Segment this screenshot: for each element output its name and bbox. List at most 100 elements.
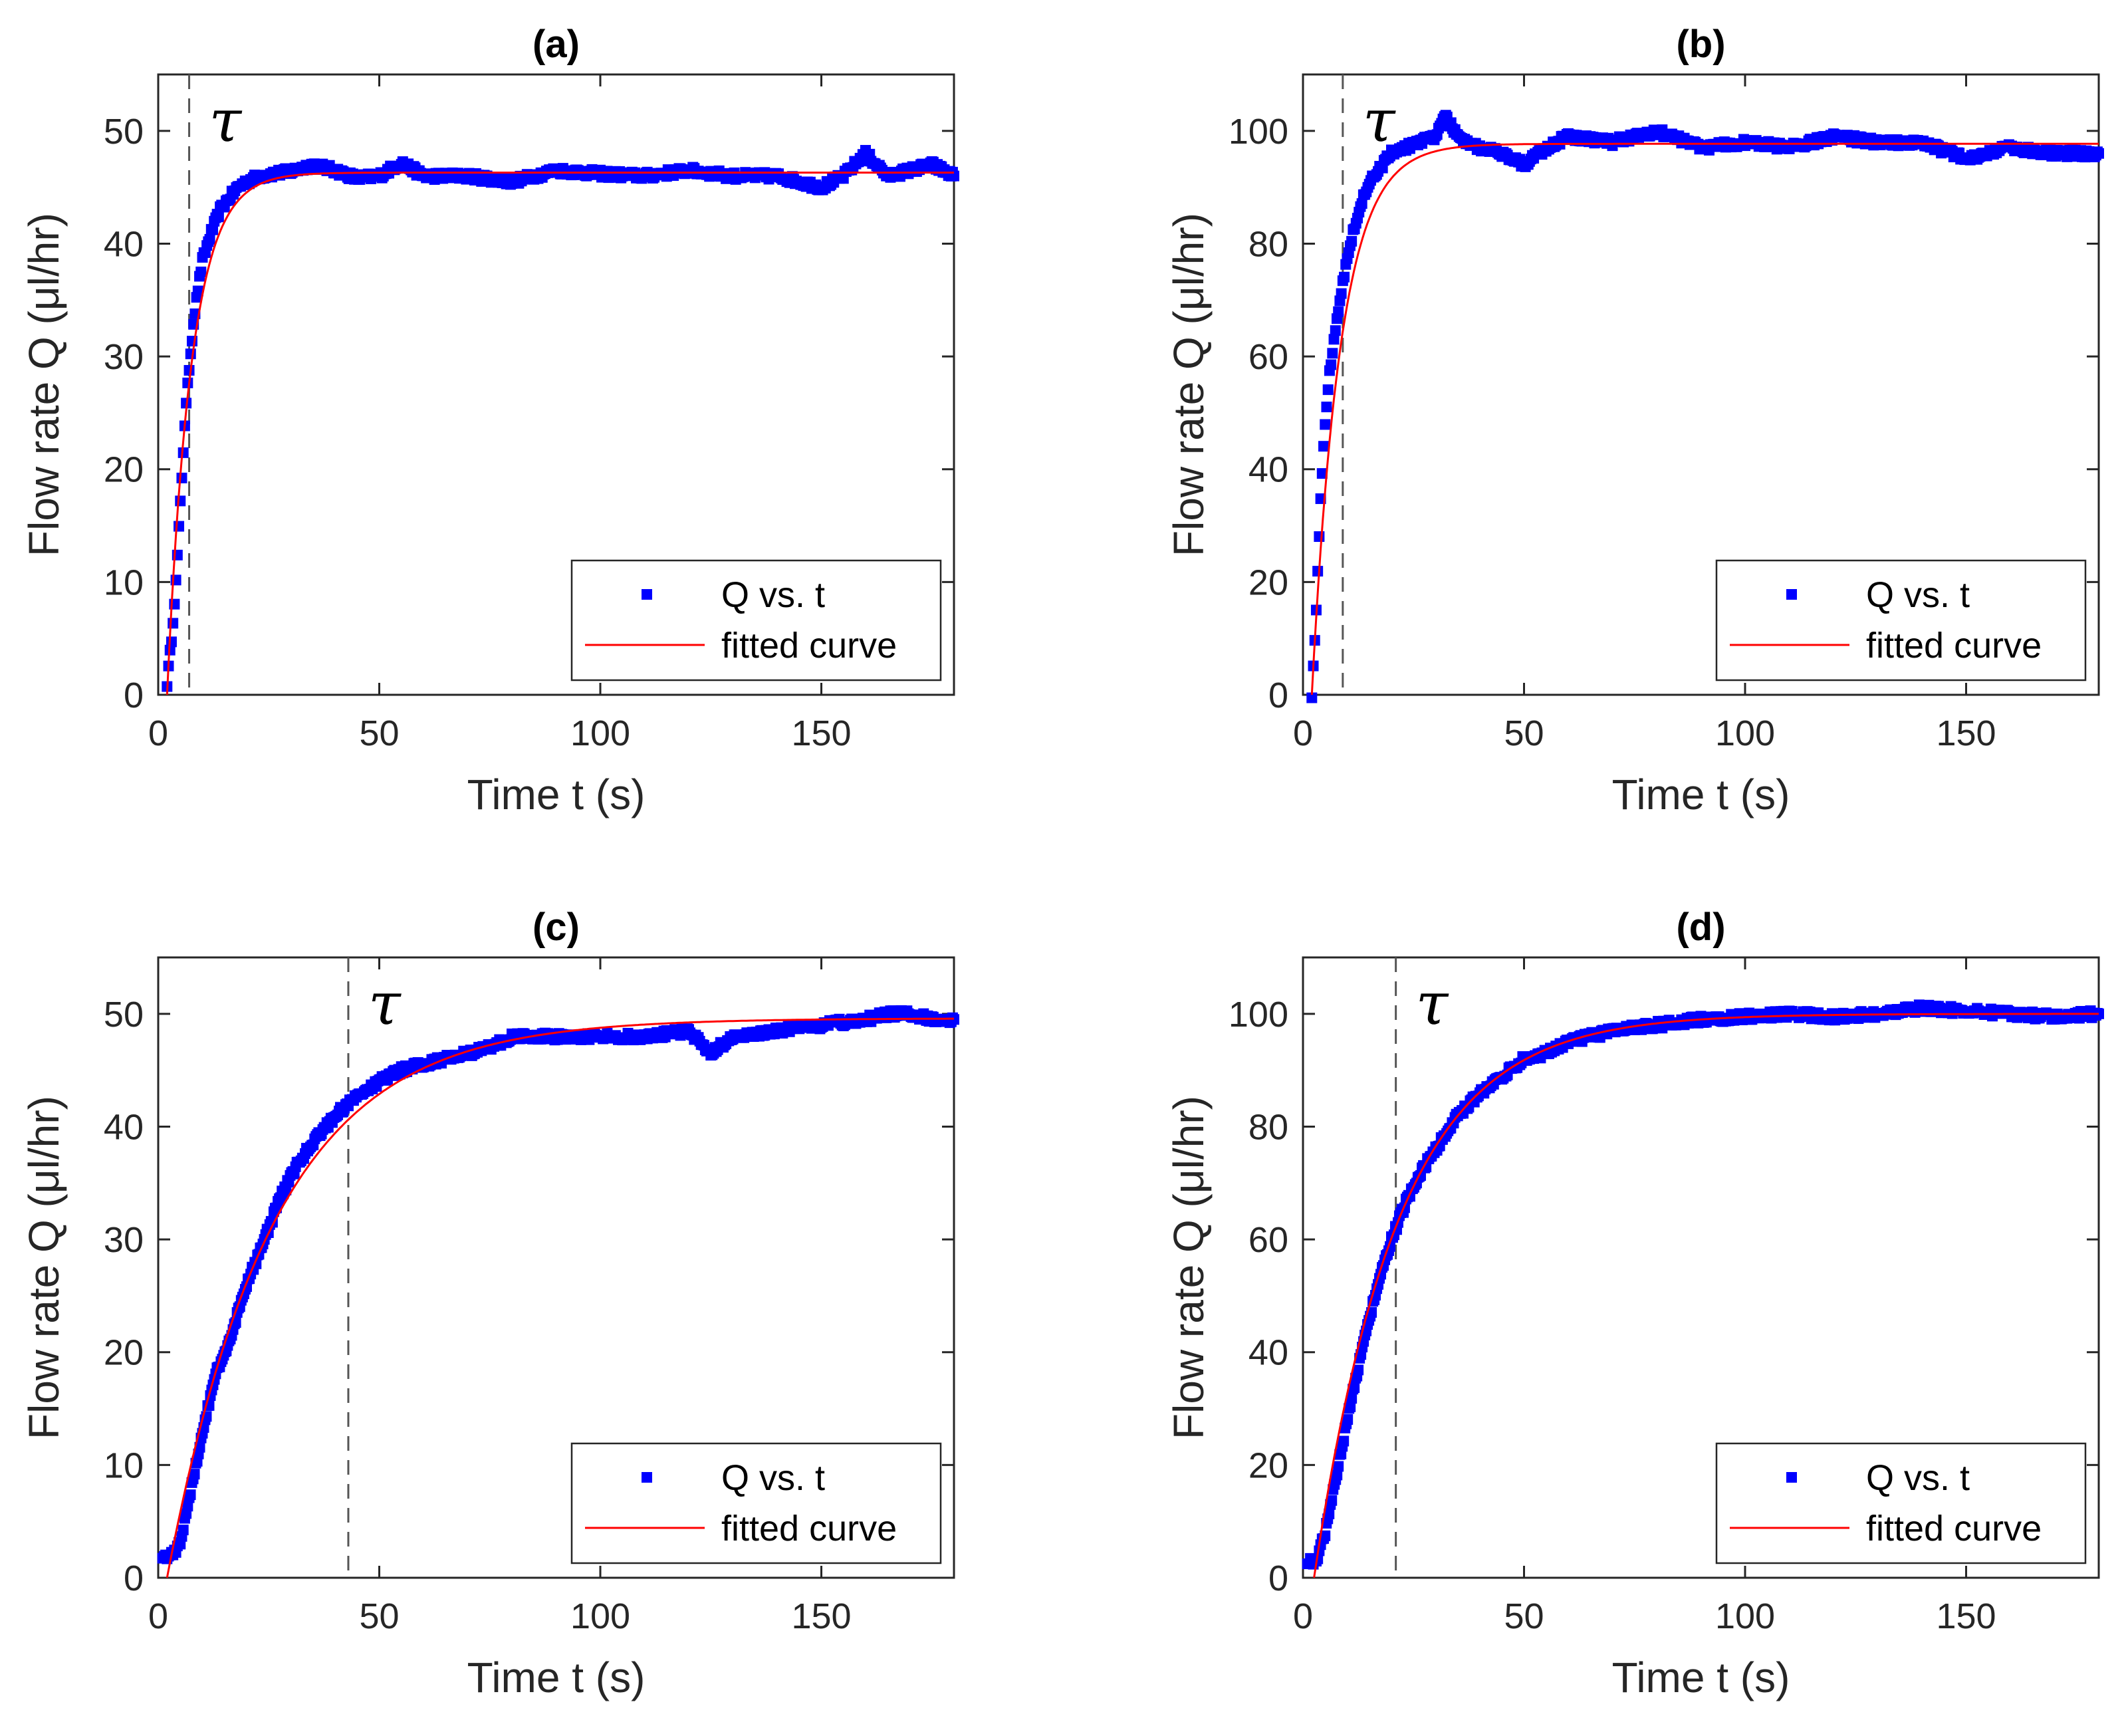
legend: Q vs. t fitted curve xyxy=(570,559,942,682)
y-axis-label: Flow rate Q (μl/hr) xyxy=(20,213,68,557)
y-axis-label: Flow rate Q (μl/hr) xyxy=(20,1096,68,1439)
x-tick-label: 150 xyxy=(1936,713,1996,753)
data-point xyxy=(1327,348,1338,359)
data-point xyxy=(2093,148,2104,159)
data-point xyxy=(168,618,179,629)
legend-marker-q-vs-t xyxy=(1786,589,1797,600)
chart-panel-a: (a) 0 50 100 150 0 10 20 30 40 50 Time t (s) Flow ra… xyxy=(20,23,959,818)
data-point xyxy=(166,636,177,648)
data-point xyxy=(195,266,207,277)
data-point xyxy=(1421,1162,1432,1173)
data-point xyxy=(183,364,195,376)
y-tick-label: 10 xyxy=(104,562,144,602)
data-point xyxy=(185,348,196,360)
data-point xyxy=(1316,468,1328,479)
data-point xyxy=(207,224,219,235)
y-tick-label: 0 xyxy=(1268,676,1288,715)
y-tick-label: 60 xyxy=(1248,1220,1288,1260)
x-tick-label: 0 xyxy=(1293,1596,1313,1636)
x-tick-label: 100 xyxy=(570,713,630,753)
data-point xyxy=(1342,1414,1354,1425)
panel-title: (b) xyxy=(1676,23,1725,66)
x-tick-label: 0 xyxy=(148,1596,168,1636)
y-tick-label: 20 xyxy=(1248,1445,1288,1485)
data-point xyxy=(1322,384,1334,396)
tau-label: τ xyxy=(368,969,402,1038)
legend-box xyxy=(570,1442,942,1564)
data-point xyxy=(1324,1508,1335,1519)
x-tick-label: 0 xyxy=(148,713,168,753)
y-tick-label: 30 xyxy=(104,337,144,377)
legend-box xyxy=(570,559,942,682)
legend-label-q-vs-t: Q vs. t xyxy=(1866,1458,1970,1498)
data-point xyxy=(1306,692,1318,703)
data-point xyxy=(185,1489,196,1501)
y-tick-label: 0 xyxy=(124,676,144,715)
data-point xyxy=(1326,359,1337,370)
y-tick-label: 80 xyxy=(1248,1107,1288,1147)
y-tick-label: 100 xyxy=(1229,112,1288,152)
x-tick-label: 150 xyxy=(791,713,851,753)
data-point xyxy=(1332,1469,1343,1481)
data-point xyxy=(1353,1364,1364,1376)
panel-title: (a) xyxy=(532,23,580,66)
panel-title: (d) xyxy=(1676,906,1725,949)
data-point xyxy=(192,285,203,297)
chart-panel-c: (c) 0 50 100 150 0 10 20 30 40 50 Time t (s) Flow ra… xyxy=(20,906,959,1701)
plot-frame xyxy=(157,73,955,696)
x-axis-label: Time t (s) xyxy=(1612,771,1790,818)
data-series-q-vs-t xyxy=(1306,110,2104,703)
legend-box xyxy=(1715,1442,2087,1564)
y-tick-label: 0 xyxy=(124,1558,144,1598)
y-tick-label: 40 xyxy=(104,224,144,264)
x-tick-label: 100 xyxy=(1715,1596,1775,1636)
plot-frame xyxy=(1302,73,2100,696)
data-point xyxy=(189,1469,200,1480)
legend-label-fitted-curve: fitted curve xyxy=(721,1509,897,1549)
data-point xyxy=(1318,441,1330,452)
x-axis-label: Time t (s) xyxy=(467,771,646,818)
data-point xyxy=(175,495,186,507)
panel-title: (c) xyxy=(532,906,580,949)
x-tick-label: 0 xyxy=(1293,713,1313,753)
data-point xyxy=(1338,1435,1350,1447)
data-point xyxy=(1333,306,1344,317)
legend-label-q-vs-t: Q vs. t xyxy=(1866,575,1970,615)
y-tick-label: 20 xyxy=(104,450,144,490)
data-point xyxy=(176,472,187,483)
data-point xyxy=(177,1525,189,1536)
x-tick-label: 50 xyxy=(359,1596,399,1636)
data-point xyxy=(1339,271,1350,283)
tau-label: τ xyxy=(1416,969,1449,1038)
plot-frame xyxy=(157,956,955,1579)
data-point xyxy=(1346,1393,1358,1404)
tau-label: τ xyxy=(209,86,243,155)
data-point xyxy=(1320,419,1331,430)
y-tick-label: 100 xyxy=(1229,995,1288,1035)
legend-marker-q-vs-t xyxy=(642,589,652,600)
legend: Q vs. t fitted curve xyxy=(1715,1442,2087,1564)
data-point xyxy=(204,233,215,245)
data-point xyxy=(1336,288,1347,299)
legend-label-q-vs-t: Q vs. t xyxy=(721,575,825,615)
x-tick-label: 100 xyxy=(570,1596,630,1636)
y-tick-label: 20 xyxy=(1248,562,1288,602)
y-tick-label: 40 xyxy=(1248,450,1288,490)
legend-label-fitted-curve: fitted curve xyxy=(1866,1509,2042,1549)
data-point xyxy=(1326,1495,1338,1506)
y-tick-label: 10 xyxy=(104,1445,144,1485)
fitted-curve-line xyxy=(1310,142,2099,695)
fitted-curve-line xyxy=(1313,1013,2099,1578)
y-tick-label: 80 xyxy=(1248,224,1288,264)
data-point xyxy=(182,377,193,388)
y-tick-label: 30 xyxy=(104,1220,144,1260)
y-tick-label: 40 xyxy=(104,1107,144,1147)
data-point xyxy=(194,1441,205,1453)
plot-frame xyxy=(1302,956,2100,1579)
tau-label: τ xyxy=(1363,86,1396,155)
data-point xyxy=(177,447,189,458)
y-tick-label: 50 xyxy=(104,112,144,152)
y-tick-label: 20 xyxy=(104,1333,144,1373)
data-point xyxy=(1314,531,1325,543)
